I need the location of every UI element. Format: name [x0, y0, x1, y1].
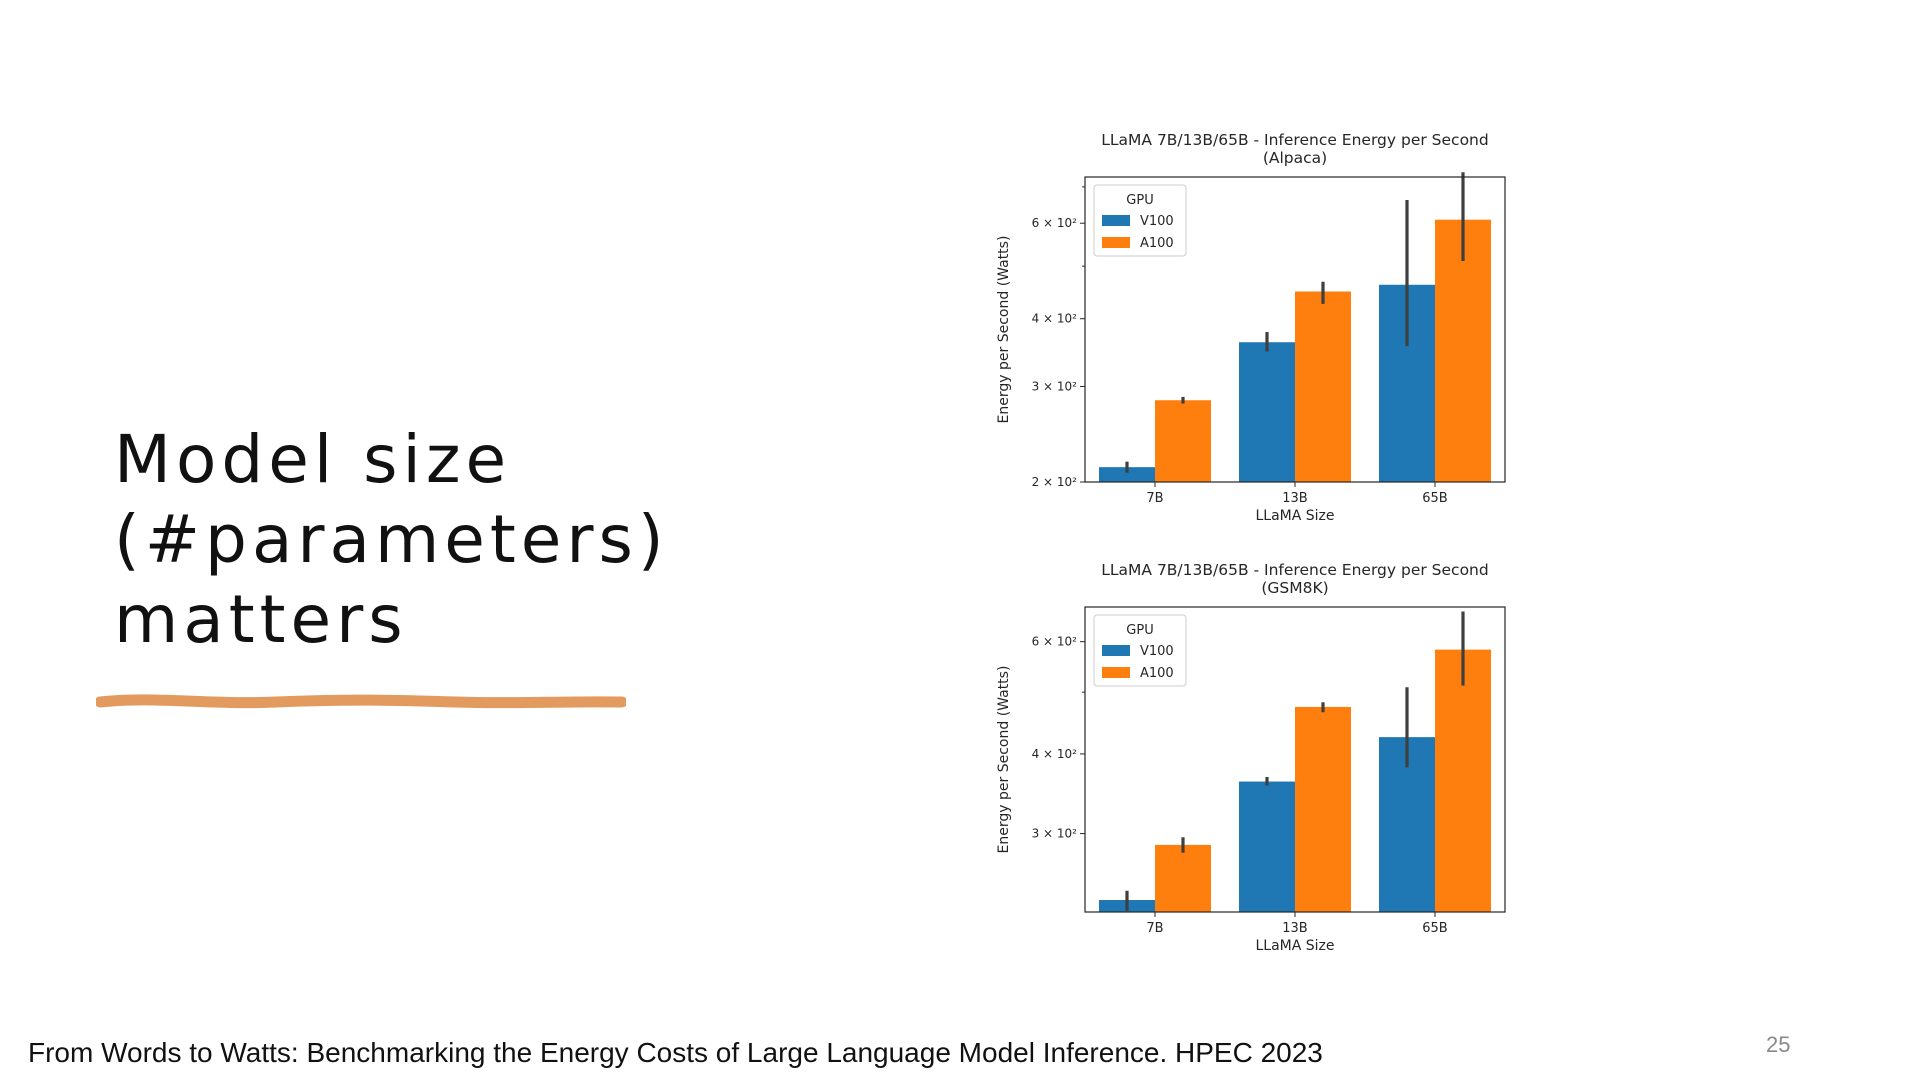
bar-v100-13b — [1239, 342, 1295, 482]
citation-text: From Words to Watts: Benchmarking the En… — [28, 1037, 1323, 1068]
slide-title-line-2: (#parameters) — [114, 501, 669, 578]
bar-v100-7b — [1099, 467, 1155, 482]
legend-label-v100: V100 — [1140, 644, 1174, 659]
bar-a100-7b — [1155, 400, 1211, 482]
x-tick-label-13b: 13B — [1282, 491, 1307, 506]
plot-frame — [1084, 176, 1506, 483]
chart-alpaca: LLaMA 7B/13B/65B - Inference Energy per … — [996, 131, 1506, 524]
plot-frame — [1084, 606, 1506, 913]
y-tick-label-400: 4 × 10² — [1032, 312, 1078, 326]
y-tick-label-400: 4 × 10² — [1032, 747, 1078, 761]
y-tick-label-600: 6 × 10² — [1032, 216, 1078, 230]
bar-a100-7b — [1155, 844, 1211, 912]
y-tick-label-200: 2 × 10² — [1032, 475, 1078, 489]
slide-title: Model size (#parameters) matters — [114, 420, 669, 660]
title-underline-brushstroke — [96, 694, 626, 709]
x-tick-label-7b: 7B — [1146, 491, 1163, 506]
x-tick-label-65b: 65B — [1422, 491, 1447, 506]
legend-label-a100: A100 — [1140, 236, 1174, 251]
x-axis-label: LLaMA Size — [1255, 938, 1334, 954]
page-number: 25 — [1766, 1032, 1791, 1057]
legend-label-v100: V100 — [1140, 214, 1174, 229]
brushstroke-path — [96, 694, 626, 709]
y-tick-label-300: 3 × 10² — [1032, 827, 1078, 841]
x-tick-label-65b: 65B — [1422, 921, 1447, 936]
y-tick-label-600: 6 × 10² — [1032, 635, 1078, 649]
bar-a100-13b — [1295, 706, 1351, 912]
legend-swatch-a100 — [1102, 667, 1130, 678]
chart-subtitle: (Alpaca) — [1263, 149, 1327, 167]
legend-swatch-a100 — [1102, 237, 1130, 248]
bar-a100-65b — [1435, 649, 1491, 912]
bar-a100-13b — [1295, 291, 1351, 482]
legend-swatch-v100 — [1102, 645, 1130, 656]
legend-swatch-v100 — [1102, 215, 1130, 226]
legend-label-a100: A100 — [1140, 666, 1174, 681]
chart-gsm8k: LLaMA 7B/13B/65B - Inference Energy per … — [996, 561, 1506, 954]
chart-title: LLaMA 7B/13B/65B - Inference Energy per … — [1101, 561, 1488, 579]
slide-title-line-1: Model size — [114, 421, 512, 498]
slide-title-line-3: matters — [114, 581, 408, 658]
bar-a100-65b — [1435, 219, 1491, 482]
bar-v100-13b — [1239, 781, 1295, 912]
y-axis-label: Energy per Second (Watts) — [996, 236, 1012, 424]
legend-title: GPU — [1126, 193, 1153, 208]
chart-subtitle: (GSM8K) — [1261, 579, 1328, 597]
chart-title: LLaMA 7B/13B/65B - Inference Energy per … — [1101, 131, 1488, 149]
y-tick-label-300: 3 × 10² — [1032, 379, 1078, 393]
x-axis-label: LLaMA Size — [1255, 508, 1334, 524]
legend-title: GPU — [1126, 623, 1153, 638]
x-tick-label-7b: 7B — [1146, 921, 1163, 936]
y-axis-label: Energy per Second (Watts) — [996, 666, 1012, 854]
x-tick-label-13b: 13B — [1282, 921, 1307, 936]
